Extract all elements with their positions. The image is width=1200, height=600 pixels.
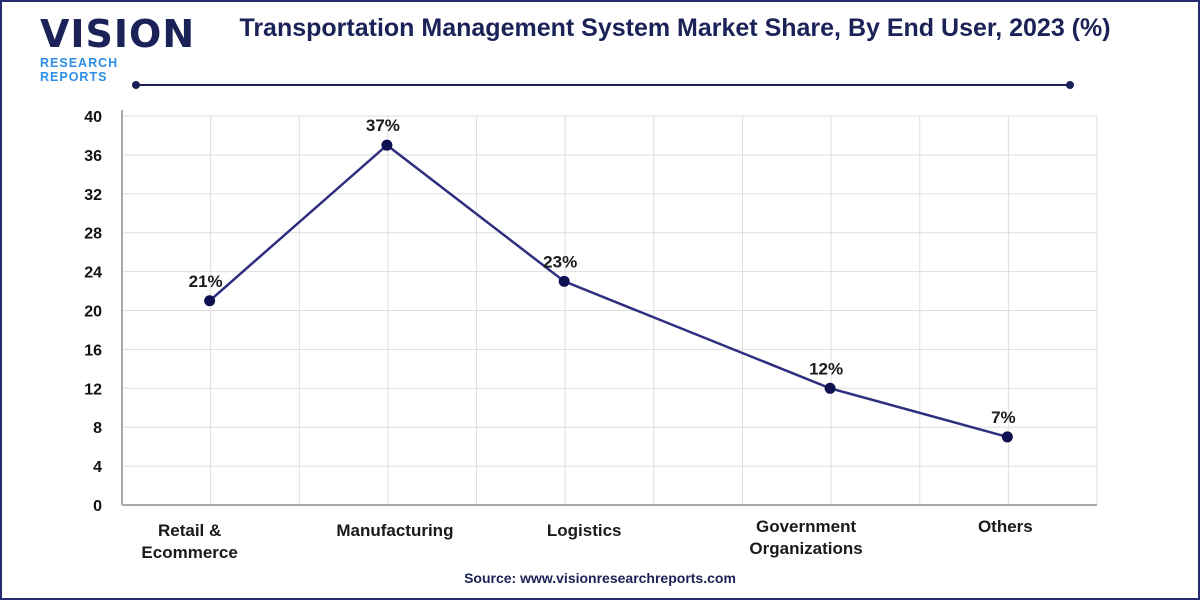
- x-tick-label: Others: [977, 517, 1033, 536]
- y-tick-label: 12: [84, 381, 102, 398]
- y-tick-label: 0: [93, 498, 102, 515]
- logo: VISION RESEARCH REPORTS: [40, 12, 196, 84]
- y-tick-label: 16: [84, 342, 102, 359]
- divider-dot-right: [1066, 81, 1074, 89]
- data-label: 23%: [543, 252, 577, 271]
- chart-title: Transportation Management System Market …: [239, 14, 1111, 42]
- logo-main-text: VISION: [40, 12, 196, 56]
- data-point: [1001, 431, 1013, 443]
- divider-dot-left: [132, 81, 140, 89]
- y-tick-label: 20: [84, 304, 102, 321]
- y-tick-label: 8: [93, 420, 102, 437]
- y-tick-label: 32: [84, 187, 102, 204]
- data-point: [204, 295, 216, 307]
- y-tick-label: 28: [84, 226, 102, 243]
- data-point: [381, 139, 393, 151]
- source-note: Source: www.visionresearchreports.com: [464, 570, 736, 586]
- data-label: 37%: [366, 116, 400, 135]
- data-point: [824, 382, 836, 394]
- logo-sub-text: RESEARCH REPORTS: [40, 56, 119, 84]
- title-divider: [136, 84, 1070, 86]
- data-label: 12%: [809, 359, 843, 378]
- y-tick-label: 24: [84, 265, 102, 282]
- data-label: 21%: [189, 272, 223, 291]
- x-tick-label: Manufacturing: [336, 521, 454, 540]
- x-tick-label: Retail & Ecommerce: [141, 521, 238, 562]
- y-tick-label: 36: [84, 148, 102, 165]
- x-tick-label: Logistics: [546, 521, 622, 540]
- y-tick-label: 4: [93, 459, 102, 476]
- data-point: [558, 275, 570, 287]
- x-tick-label: Government Organizations: [749, 517, 863, 558]
- series-line: [208, 143, 1008, 439]
- y-tick-label: 40: [84, 109, 102, 126]
- data-label: 7%: [991, 408, 1016, 427]
